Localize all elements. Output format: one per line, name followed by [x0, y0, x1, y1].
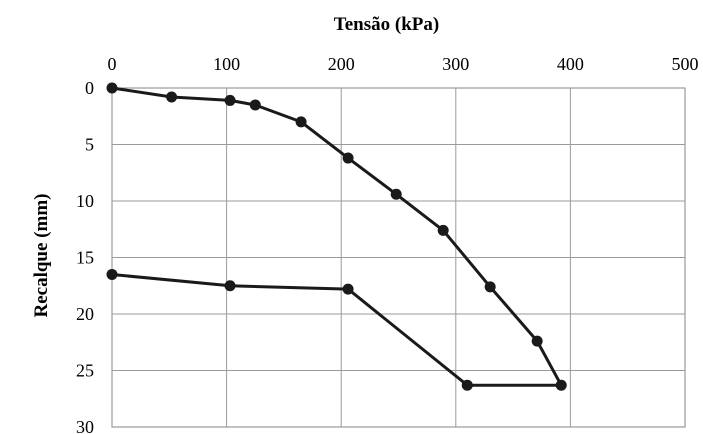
x-tick-label: 500 [672, 54, 699, 74]
y-tick-label: 25 [76, 361, 94, 381]
data-point [295, 116, 307, 128]
data-point [437, 224, 449, 236]
data-point [531, 335, 543, 347]
x-axis-title: Tensão (kPa) [334, 14, 439, 35]
data-point [484, 281, 496, 293]
data-point [249, 99, 261, 111]
x-tick-label: 300 [442, 54, 469, 74]
data-point [224, 94, 236, 106]
x-tick-label: 400 [557, 54, 584, 74]
plot-frame [111, 87, 686, 428]
y-tick-label: 15 [76, 248, 94, 268]
data-point [555, 379, 567, 391]
y-axis-title: Recalque (mm) [31, 194, 52, 318]
data-point [106, 268, 118, 280]
x-tick-label: 200 [328, 54, 355, 74]
data-point [461, 379, 473, 391]
data-point [106, 82, 118, 94]
y-tick-label: 30 [76, 417, 94, 434]
tick-labels: 0 100 200 300 400 500 0 5 10 15 20 25 30 [76, 54, 699, 434]
data-point [342, 283, 354, 295]
data-point [390, 188, 402, 200]
y-tick-label: 10 [76, 191, 94, 211]
grid [111, 87, 686, 428]
x-tick-label: 100 [213, 54, 240, 74]
series-line [111, 86, 563, 387]
y-tick-label: 5 [85, 135, 94, 155]
series [106, 82, 567, 391]
y-tick-label: 0 [85, 78, 94, 98]
data-point [224, 280, 236, 292]
x-tick-label: 0 [108, 54, 117, 74]
data-point [166, 91, 178, 103]
data-point [342, 152, 354, 164]
y-tick-label: 20 [76, 304, 94, 324]
